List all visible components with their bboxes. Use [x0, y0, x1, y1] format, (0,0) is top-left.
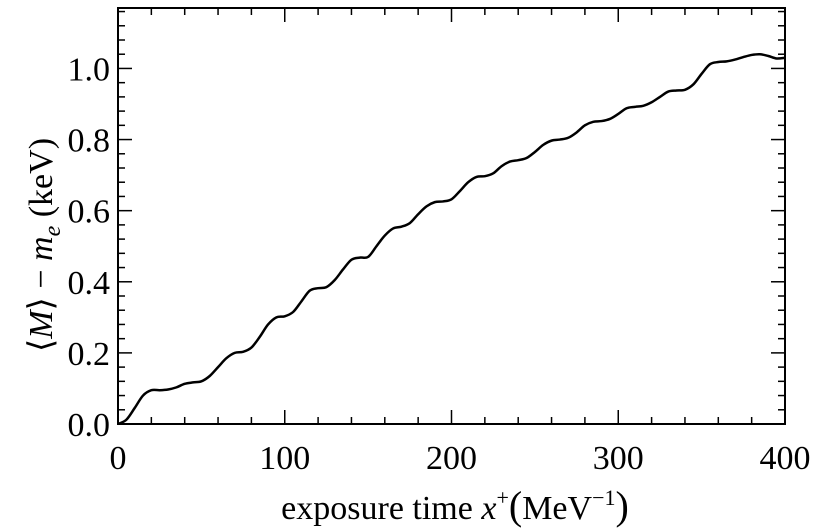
series-line-0 — [117, 52, 786, 426]
x-tick-labels: 0 100 200 300 400 — [110, 440, 811, 477]
y-axis-label-minus: − — [23, 261, 60, 297]
x-tick-label: 200 — [426, 440, 477, 477]
y-axis-label-me: m — [23, 236, 60, 261]
x-axis-label-unit: MeV — [522, 490, 592, 527]
y-axis-label: ⟨M⟩ − me (keV) — [23, 138, 66, 352]
y-tick-label: 0.6 — [68, 194, 111, 231]
y-tick-label: 0.8 — [68, 123, 111, 160]
x-axis-label-unit-sup: −1 — [592, 485, 615, 510]
y-axis-label-unit: (keV) — [23, 138, 60, 226]
y-tick-label: 0.2 — [68, 336, 111, 373]
x-tick-label: 0 — [110, 440, 127, 477]
x-axis-label-prefix: exposure time — [281, 490, 481, 527]
x-axis-label-close: ) — [616, 483, 629, 528]
x-axis-label-open: ( — [509, 483, 522, 528]
y-tick-label: 0.4 — [68, 265, 111, 302]
y-axis-label-var: M — [23, 309, 60, 340]
y-axis-label-close: ⟩ — [23, 297, 60, 310]
y-tick-label: 0.0 — [68, 407, 111, 444]
plot-area — [117, 7, 786, 426]
y-tick-labels: 0.0 0.2 0.4 0.6 0.8 1.0 — [68, 51, 111, 444]
y-axis-label-me-sub: e — [40, 225, 66, 236]
x-axis-label: exposure time x+(MeV−1) — [281, 483, 629, 528]
x-tick-label: 100 — [259, 440, 310, 477]
plot-frame — [117, 7, 786, 425]
y-axis-label-open: ⟨ — [23, 339, 60, 352]
x-axis-label-var: x — [480, 490, 496, 527]
x-tick-label: 400 — [760, 440, 811, 477]
y-tick-label: 1.0 — [68, 51, 111, 88]
x-axis-label-var-sup: + — [496, 485, 508, 510]
x-tick-label: 300 — [593, 440, 644, 477]
